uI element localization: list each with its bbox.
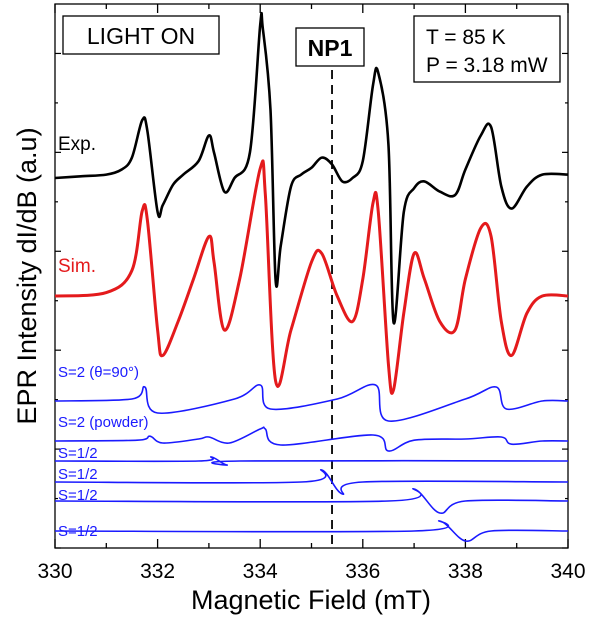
series-line-8 <box>54 520 569 542</box>
x-tick-label: 338 <box>448 560 483 583</box>
axis-ticks <box>54 4 569 549</box>
x-tick-label: 336 <box>345 560 380 583</box>
series-line-2 <box>54 159 569 395</box>
series-label-7: S=1/2 <box>58 487 98 504</box>
temperature-label: T = 85 K <box>426 26 506 49</box>
series-label-5: S=1/2 <box>58 445 98 462</box>
x-tick-labels: 330 332 334 336 338 340 <box>37 560 585 583</box>
x-tick-label: 332 <box>140 560 175 583</box>
power-label: P = 3.18 mW <box>426 54 548 77</box>
series-line-4 <box>54 426 569 452</box>
light-label: LIGHT ON <box>87 23 195 49</box>
series-label-2: Sim. <box>58 256 96 277</box>
plot-frame <box>54 3 569 549</box>
series-line-3 <box>54 383 569 422</box>
series-label-3: S=2 (θ=90°) <box>58 364 139 381</box>
series-label-4: S=2 (powder) <box>58 414 148 431</box>
series-labels: Exp. Sim. S=2 (θ=90°) S=2 (powder) S=1/2 S=1/… <box>58 134 148 540</box>
series-line-1 <box>54 11 569 325</box>
series-line-6 <box>54 468 569 495</box>
light-label-box <box>62 15 220 55</box>
x-tick-label: 334 <box>243 560 278 583</box>
series-label-8: S=1/2 <box>58 523 98 540</box>
conditions-box <box>413 15 561 83</box>
x-tick-label: 340 <box>550 560 585 583</box>
series-line-5 <box>54 456 569 466</box>
sample-label: NP1 <box>308 35 353 61</box>
series-line-7 <box>54 487 569 514</box>
series-label-6: S=1/2 <box>58 466 98 483</box>
series-label-1: Exp. <box>58 134 96 155</box>
x-tick-label: 330 <box>37 560 72 583</box>
sample-label-box <box>295 27 365 67</box>
x-axis-title: Magnetic Field (mT) <box>191 585 431 615</box>
y-axis-title: EPR Intensity dI/dB (a.u) <box>12 127 42 424</box>
series-group <box>54 11 569 542</box>
